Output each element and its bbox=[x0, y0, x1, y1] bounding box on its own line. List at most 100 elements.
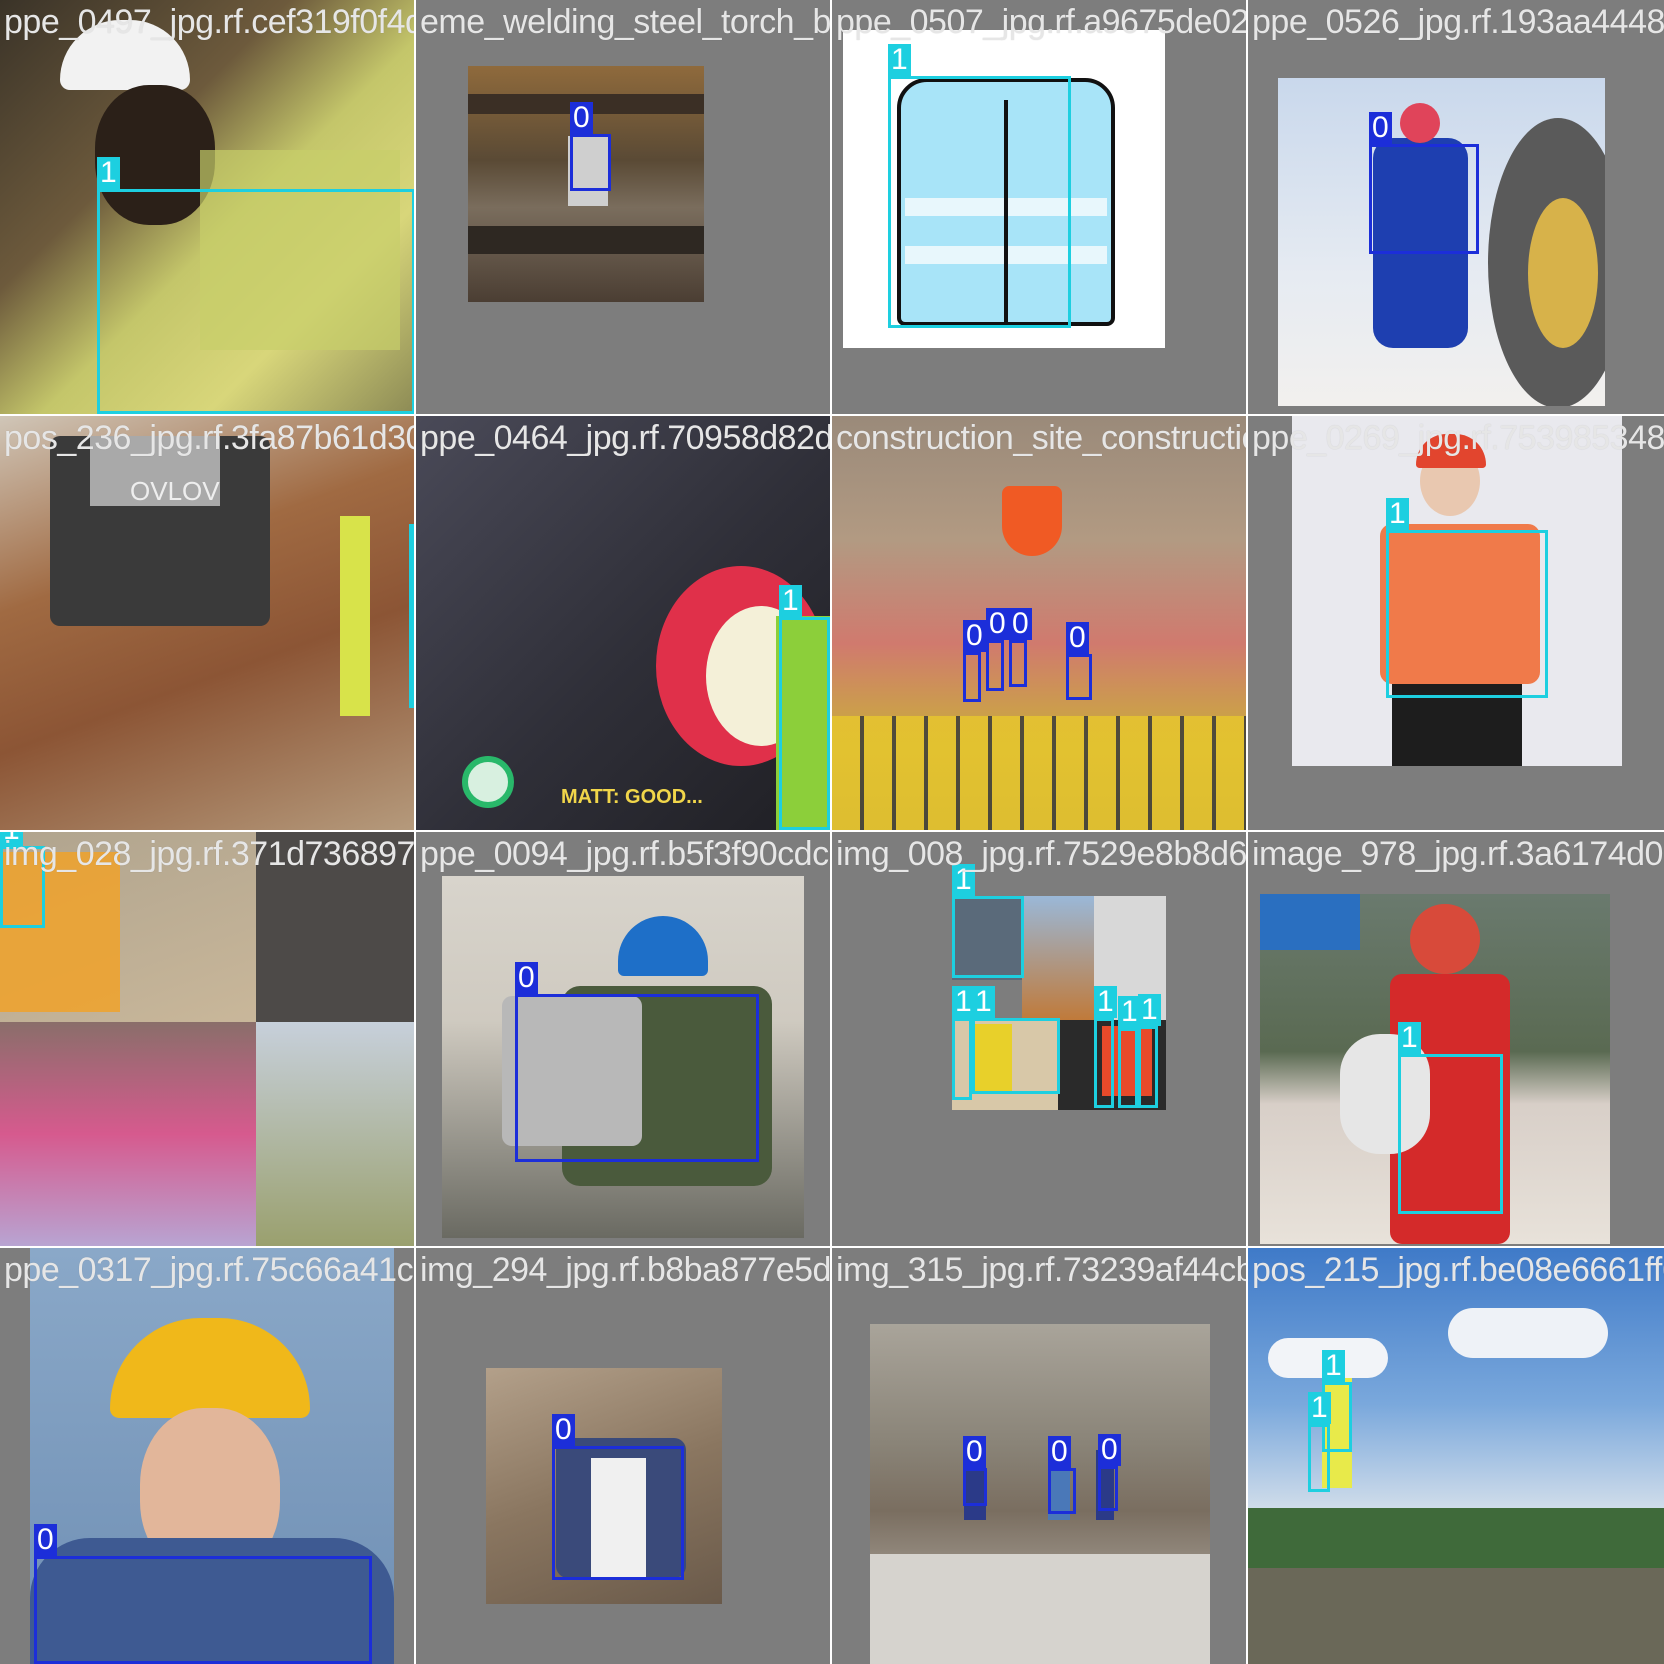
bbox-label: 1 bbox=[1322, 1350, 1345, 1382]
tile-image bbox=[1260, 894, 1610, 1244]
bbox-label: 1 bbox=[1118, 996, 1141, 1028]
bbox-label: 1 bbox=[952, 986, 975, 1018]
tile-filename: ppe_0507_jpg.rf.a9675de0208fec8538ea bbox=[836, 3, 1246, 41]
tile-filename: img_315_jpg.rf.73239af44cb0c9e8 bbox=[836, 1251, 1246, 1289]
tile-image bbox=[0, 832, 414, 1246]
tile-filename: ppe_0464_jpg.rf.70958d82da60eef207 bbox=[420, 419, 830, 457]
bbox-class-0 bbox=[1009, 640, 1027, 687]
tile-5: OVLOV pos_236_jpg.rf.3fa87b61d302b26ebaa… bbox=[0, 416, 414, 830]
tile-16: pos_215_jpg.rf.be08e6661ff6 1 1 bbox=[1248, 1248, 1664, 1664]
bbox-label: 1 bbox=[97, 157, 120, 189]
bbox-class-1 bbox=[1094, 1018, 1114, 1108]
bbox-label: 1 bbox=[952, 864, 975, 896]
tile-filename: image_978_jpg.rf.3a6174d0b9b3c bbox=[1252, 835, 1664, 873]
bbox-label: 0 bbox=[515, 962, 538, 994]
bbox-class-1 bbox=[1118, 1028, 1138, 1108]
bbox-label: 0 bbox=[1009, 608, 1032, 640]
bbox-class-1 bbox=[409, 556, 414, 708]
tile-15: img_315_jpg.rf.73239af44cb0c9e8 0 0 0 bbox=[832, 1248, 1246, 1664]
tile-1: ppe_0497_jpg.rf.cef319f0f4de96ee8b8ba2 1 bbox=[0, 0, 414, 414]
bbox-label: 1 bbox=[779, 585, 802, 617]
bbox-label: 1 bbox=[1138, 994, 1161, 1026]
bbox-label: 0 bbox=[986, 608, 1009, 640]
tile-3: ppe_0507_jpg.rf.a9675de0208fec8538ea 1 bbox=[832, 0, 1246, 414]
tile-image bbox=[30, 1248, 394, 1664]
bbox-class-0 bbox=[552, 1446, 684, 1580]
tile-image bbox=[870, 1324, 1210, 1664]
tile-filename: pos_236_jpg.rf.3fa87b61d302b26ebaa7c1c7 bbox=[4, 419, 414, 457]
bbox-label: 0 bbox=[34, 1524, 57, 1556]
tile-filename: ppe_0094_jpg.rf.b5f3f90cdc3e bbox=[420, 835, 830, 873]
bbox-class-0 bbox=[963, 652, 981, 702]
tile-filename: ppe_0269_jpg.rf.7539853486 bbox=[1252, 419, 1664, 457]
bbox-label: 0 bbox=[570, 102, 593, 134]
overlay-text: MATT: GOOD... bbox=[561, 786, 703, 808]
tile-9: img_028_jpg.rf.371d736897801d860ea54d578… bbox=[0, 832, 414, 1246]
tile-image bbox=[442, 876, 804, 1238]
tile-image bbox=[843, 30, 1165, 348]
bbox-label: 1 bbox=[888, 44, 911, 76]
tile-filename: img_294_jpg.rf.b8ba877e5d0875fab bbox=[420, 1251, 830, 1289]
bbox-class-1 bbox=[1138, 1026, 1158, 1108]
tile-filename: eme_welding_steel_torch_building_worker bbox=[420, 3, 830, 41]
tile-12: image_978_jpg.rf.3a6174d0b9b3c 1 bbox=[1248, 832, 1664, 1246]
tile-10: ppe_0094_jpg.rf.b5f3f90cdc3e 0 bbox=[416, 832, 830, 1246]
bbox-class-1 bbox=[888, 76, 1071, 328]
tile-4: ppe_0526_jpg.rf.193aa4448a 0 bbox=[1248, 0, 1664, 414]
tile-filename: img_028_jpg.rf.371d736897801d860ea54d578… bbox=[4, 835, 414, 873]
tile-image bbox=[832, 416, 1246, 830]
bbox-label: 1 bbox=[1308, 1392, 1331, 1424]
tile-6: MATT: GOOD... ppe_0464_jpg.rf.70958d82da… bbox=[416, 416, 830, 830]
bbox-label: 1 bbox=[1398, 1022, 1421, 1054]
bbox-class-1 bbox=[779, 617, 830, 830]
bbox-class-0 bbox=[515, 994, 759, 1162]
bbox-class-1 bbox=[952, 896, 1024, 978]
tile-image bbox=[1278, 78, 1605, 406]
bbox-label: 0 bbox=[1098, 1434, 1121, 1466]
overlay-text: OVLOV bbox=[130, 476, 220, 506]
bbox-class-1 bbox=[952, 1018, 972, 1100]
tile-image: OVLOV bbox=[0, 416, 414, 830]
bbox-class-0 bbox=[570, 134, 611, 191]
tile-filename: ppe_0526_jpg.rf.193aa4448a bbox=[1252, 3, 1664, 41]
tile-filename: img_008_jpg.rf.7529e8b8d68e7d0a5e bbox=[836, 835, 1246, 873]
bbox-label: 1 bbox=[409, 524, 414, 556]
bbox-class-0 bbox=[34, 1556, 372, 1664]
bbox-class-1 bbox=[1398, 1054, 1503, 1214]
tile-7: construction_site_construction 0 0 0 0 bbox=[832, 416, 1246, 830]
bbox-label: 0 bbox=[1369, 112, 1392, 144]
bbox-class-0 bbox=[1066, 654, 1092, 700]
bbox-class-0 bbox=[1369, 144, 1479, 254]
bbox-label: 0 bbox=[963, 620, 986, 652]
bbox-class-1 bbox=[97, 189, 414, 414]
bbox-label: 0 bbox=[552, 1414, 575, 1446]
bbox-class-0 bbox=[963, 1468, 987, 1506]
bbox-label: 0 bbox=[1048, 1436, 1071, 1468]
tile-image bbox=[0, 0, 414, 414]
bbox-class-1 bbox=[0, 846, 45, 928]
bbox-class-1 bbox=[1308, 1424, 1330, 1492]
tile-image bbox=[1292, 416, 1622, 766]
bbox-label: 0 bbox=[963, 1436, 986, 1468]
tile-filename: ppe_0317_jpg.rf.75c66a41c6 bbox=[4, 1251, 414, 1289]
bbox-class-1 bbox=[972, 1018, 1060, 1094]
bbox-label: 1 bbox=[972, 986, 995, 1018]
bbox-class-1 bbox=[1386, 530, 1548, 698]
bbox-class-0 bbox=[986, 640, 1004, 691]
tile-image bbox=[1248, 1248, 1664, 1664]
bbox-class-0 bbox=[1048, 1468, 1076, 1514]
tile-2: eme_welding_steel_torch_building_worker … bbox=[416, 0, 830, 414]
tile-filename: pos_215_jpg.rf.be08e6661ff6 bbox=[1252, 1251, 1664, 1289]
tile-14: img_294_jpg.rf.b8ba877e5d0875fab 0 bbox=[416, 1248, 830, 1664]
bbox-label: 1 bbox=[1386, 498, 1409, 530]
tile-filename: ppe_0497_jpg.rf.cef319f0f4de96ee8b8ba2 bbox=[4, 3, 414, 41]
tile-8: ppe_0269_jpg.rf.7539853486 1 bbox=[1248, 416, 1664, 830]
bbox-class-0 bbox=[1098, 1466, 1118, 1511]
tile-13: ppe_0317_jpg.rf.75c66a41c6 0 bbox=[0, 1248, 414, 1664]
tile-image bbox=[952, 896, 1166, 1110]
tile-11: img_008_jpg.rf.7529e8b8d68e7d0a5e 1 1 1 … bbox=[832, 832, 1246, 1246]
bbox-label: 1 bbox=[1094, 986, 1117, 1018]
bbox-label: 1 bbox=[0, 832, 23, 846]
tile-filename: construction_site_construction bbox=[836, 419, 1246, 457]
